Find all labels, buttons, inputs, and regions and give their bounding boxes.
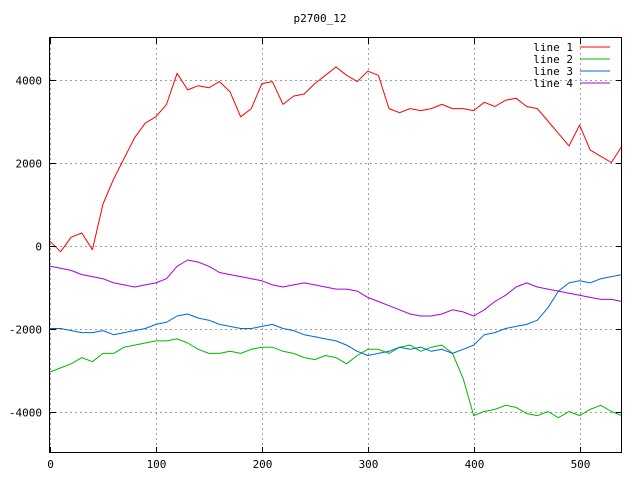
- series-lines: [49, 66, 623, 419]
- legend-label-3: line 3: [533, 65, 573, 78]
- series-line-1: [49, 66, 623, 253]
- x-tick-label: 100: [147, 458, 167, 471]
- legend-label-4: line 4: [533, 77, 573, 90]
- grid: [50, 38, 622, 453]
- x-tick-label: 0: [47, 458, 54, 471]
- x-tick-label: 500: [571, 458, 591, 471]
- y-tick-label: -2000: [9, 324, 42, 337]
- y-tick-label: 2000: [16, 158, 43, 171]
- series-line-3: [50, 274, 623, 356]
- legend-label-2: line 2: [533, 53, 573, 66]
- x-tick-label: 400: [465, 458, 485, 471]
- y-tick-label: 0: [35, 241, 42, 254]
- series-line-2: [49, 338, 623, 419]
- y-tick-label: 4000: [16, 75, 43, 88]
- x-tick-label: 200: [253, 458, 273, 471]
- chart-title: p2700_12: [294, 12, 347, 25]
- series-line-4: [49, 259, 623, 317]
- axis-ticks: 0 100 200 300 400 500 -4000 -2000 0 2000 4000: [9, 38, 622, 471]
- plot-frame: [49, 37, 622, 453]
- x-tick-label: 300: [359, 458, 379, 471]
- y-tick-label: -4000: [9, 407, 42, 420]
- legend-label-1: line 1: [533, 41, 573, 54]
